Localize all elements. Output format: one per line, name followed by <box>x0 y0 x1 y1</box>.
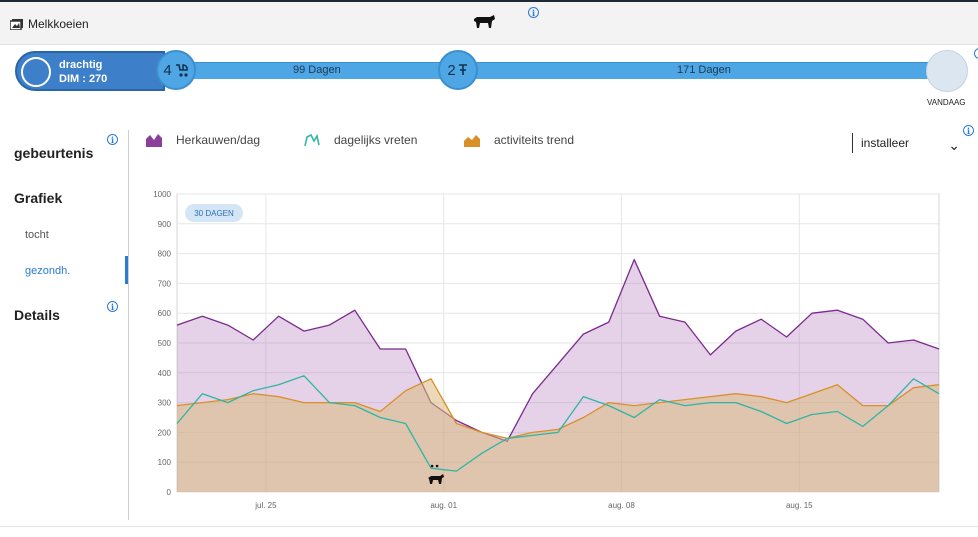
sidebar-item-details[interactable]: Details <box>14 307 60 323</box>
marker-dot <box>435 464 439 468</box>
timeline-bar: 99 Dagen 171 Dagen <box>165 62 955 79</box>
insemination-node[interactable]: 2 <box>438 50 478 90</box>
chart-svg: 0 100 200 300 400 500 600 700 800 900 1000 jul. 25 a… <box>153 190 940 510</box>
image-icon <box>10 18 23 30</box>
legend-activiteit-label: activiteits trend <box>494 133 575 147</box>
sidebar-divider <box>128 130 129 520</box>
area-icon-herkauwen <box>146 134 162 147</box>
legend-herkauwen-label: Herkauwen/dag <box>176 133 261 147</box>
y-tick-label: 300 <box>158 399 172 408</box>
status-title: drachtig <box>59 59 103 71</box>
details-info-icon[interactable]: i <box>107 301 118 312</box>
sidebar: gebeurtenis i Grafiek tocht gezondh. Det… <box>0 120 130 520</box>
status-ring-icon <box>21 57 51 87</box>
app-title-label: Melkkoeien <box>28 17 89 31</box>
series-vreten-line <box>176 375 940 472</box>
cow-marker-icon <box>428 474 445 484</box>
status-pill[interactable]: drachtig DIM : 270 <box>15 51 165 91</box>
y-tick-label: 700 <box>158 279 172 288</box>
y-tick-label: 500 <box>158 339 172 348</box>
active-indicator <box>125 256 128 284</box>
sidebar-item-grafiek[interactable]: Grafiek <box>14 190 63 206</box>
calving-count: 4 <box>163 61 172 79</box>
x-tick-label: aug. 01 <box>430 501 457 510</box>
legend-vreten-label: dagelijks vreten <box>334 133 418 147</box>
today-node[interactable] <box>926 50 968 92</box>
chevron-down-icon: ⌄ <box>948 137 960 153</box>
sidebar-subitem-tocht[interactable]: tocht <box>25 229 49 241</box>
top-bar: Melkkoeien i <box>0 0 978 45</box>
legend-activiteit[interactable]: activiteits trend <box>464 133 574 147</box>
calving-node[interactable]: 4 <box>156 50 196 90</box>
gebeurtenis-info-icon[interactable]: i <box>107 134 118 145</box>
bottom-divider <box>0 526 978 527</box>
series-activiteit-line <box>176 378 940 440</box>
sidebar-subitem-gezondh[interactable]: gezondh. <box>25 265 71 277</box>
timeline-info-icon[interactable]: i <box>974 48 978 59</box>
x-tick-label: aug. 08 <box>608 501 635 510</box>
legend-herkauwen[interactable]: Herkauwen/dag <box>146 133 260 147</box>
status-dim: DIM : 270 <box>59 73 108 85</box>
segment-label-2: 171 Dagen <box>677 64 731 76</box>
y-tick-label: 1000 <box>153 190 171 199</box>
line-icon-vreten <box>304 133 320 147</box>
select-value: installeer <box>861 136 910 150</box>
lactation-timeline: 99 Dagen 171 Dagen drachtig DIM : 270 4 … <box>0 45 978 120</box>
select-info-icon[interactable]: i <box>963 125 974 136</box>
installeer-select[interactable]: installeer ⌄ <box>852 133 962 153</box>
insemination-icon <box>458 64 467 75</box>
y-tick-label: 400 <box>158 369 172 378</box>
stroller-icon <box>175 64 188 77</box>
sidebar-item-gebeurtenis[interactable]: gebeurtenis <box>14 145 94 161</box>
cow-icon <box>474 15 495 28</box>
today-label: VANDAAG <box>927 98 966 107</box>
y-tick-label: 800 <box>158 250 172 259</box>
range-badge <box>185 204 243 222</box>
x-tick-label: jul. 25 <box>254 501 277 510</box>
insemination-count: 2 <box>447 61 456 79</box>
range-badge-label: 30 DAGEN <box>194 209 234 218</box>
y-tick-label: 200 <box>158 428 172 437</box>
segment-label-1: 99 Dagen <box>293 64 341 76</box>
health-chart: 0 100 200 300 400 500 600 700 800 900 1000 jul. 25 a… <box>132 180 978 520</box>
y-tick-label: 0 <box>167 488 172 497</box>
area-icon-activiteit <box>464 135 480 147</box>
header-info-icon[interactable]: i <box>528 7 539 18</box>
legend-vreten[interactable]: dagelijks vreten <box>304 133 417 147</box>
y-tick-label: 100 <box>158 458 172 467</box>
marker-dot <box>430 464 434 468</box>
series-herkauwen-line <box>176 258 940 442</box>
y-tick-label: 900 <box>158 220 172 229</box>
x-tick-label: aug. 15 <box>786 501 813 510</box>
app-title[interactable]: Melkkoeien <box>10 17 89 31</box>
y-tick-label: 600 <box>158 309 172 318</box>
